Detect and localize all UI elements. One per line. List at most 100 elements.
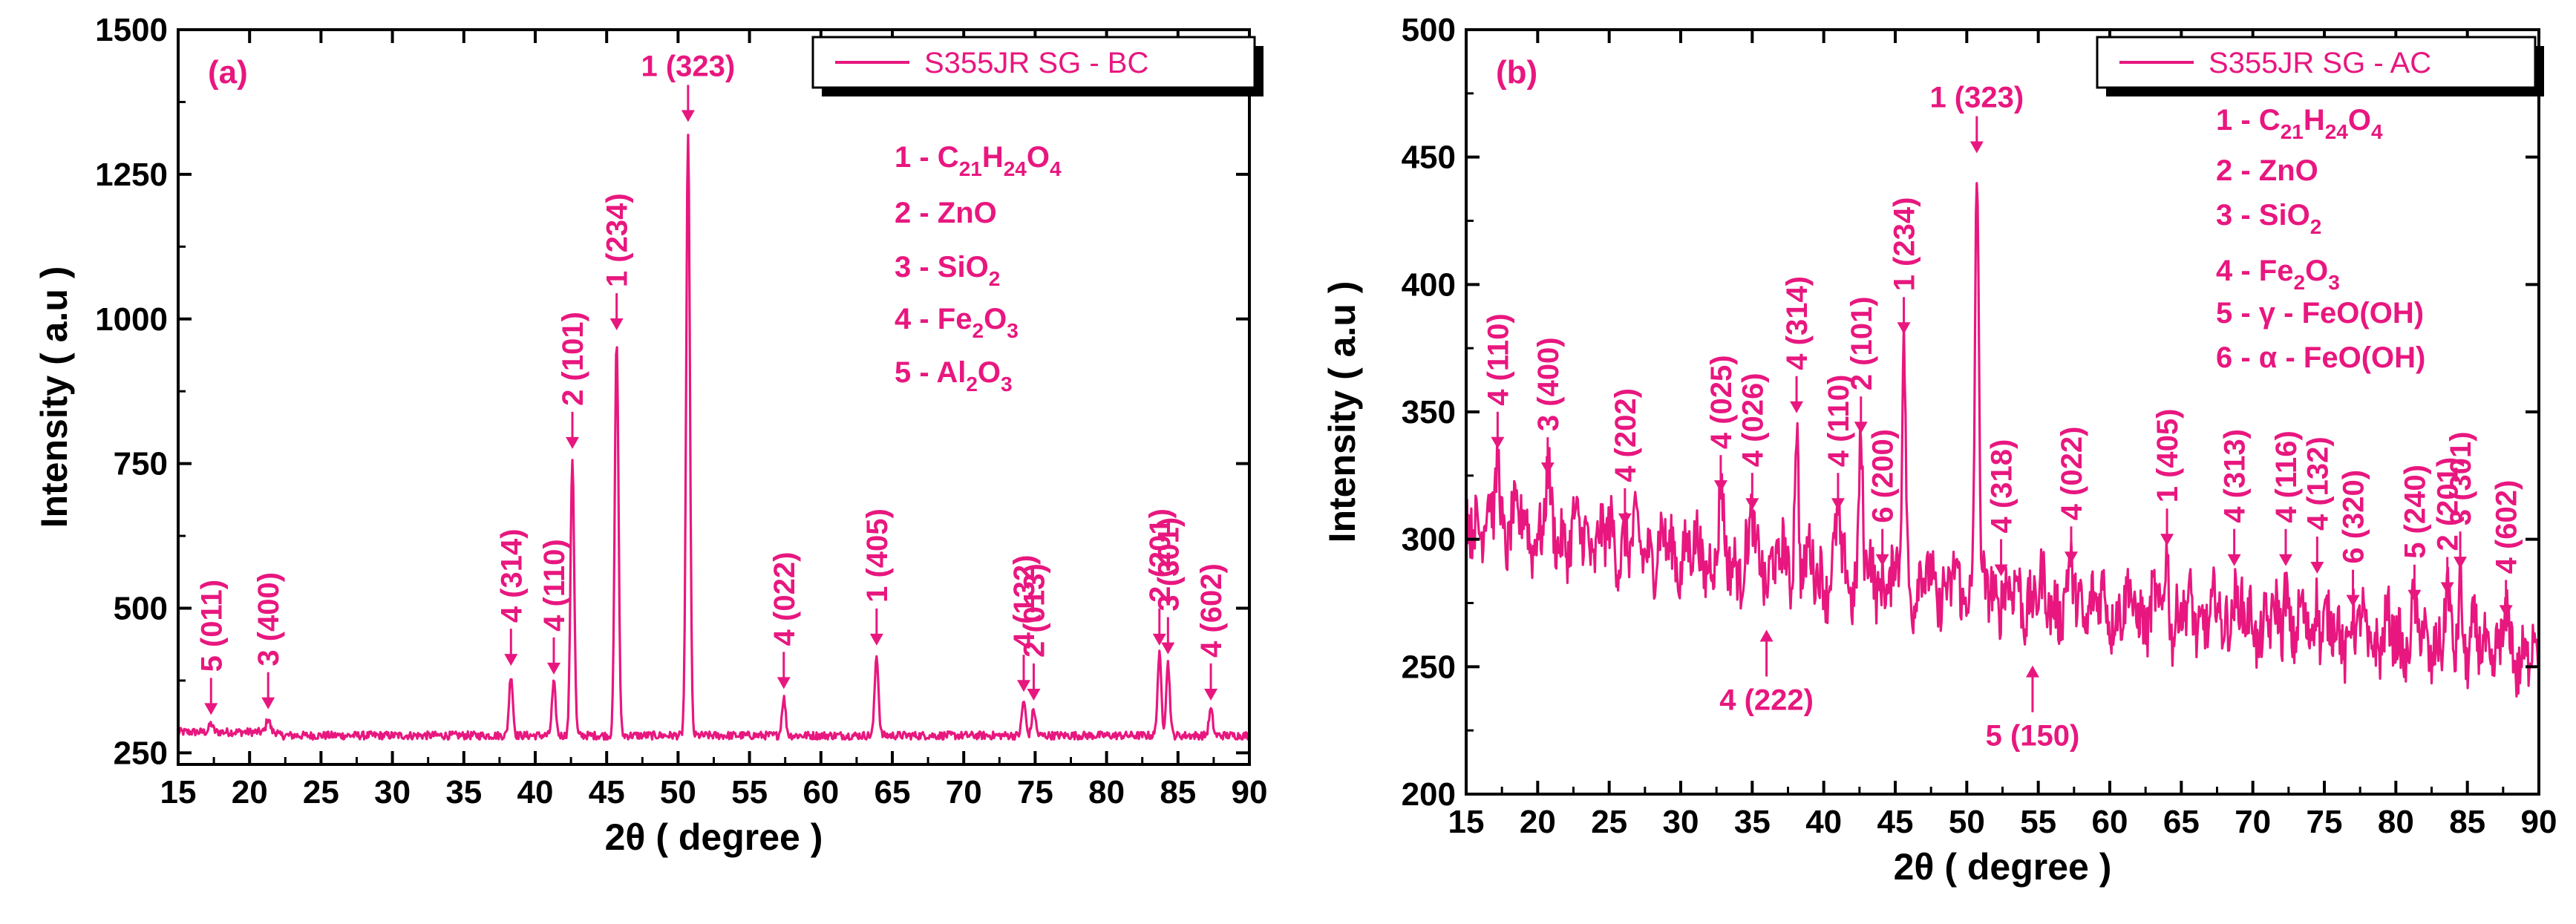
phase-formula: O bbox=[2305, 255, 2328, 287]
peak-arrow-head bbox=[1491, 436, 1505, 449]
phase-formula: O bbox=[1027, 141, 1050, 174]
panel-b: 15 20 25 30 35 40 45 50 55 60 65 70 75 80 85 90 200 250 30… bbox=[1321, 12, 2557, 888]
x-tick-label: 15 bbox=[160, 774, 197, 810]
peak-label: 4 (222) bbox=[1719, 684, 1814, 717]
peak-label: 4 (202) bbox=[1609, 388, 1642, 482]
panel-label: (a) bbox=[208, 54, 248, 91]
y-tick-label: 1250 bbox=[95, 157, 168, 193]
peak-arrow-head bbox=[2440, 582, 2454, 594]
x-tick-label: 50 bbox=[660, 774, 696, 810]
phase-formula: Al bbox=[936, 356, 966, 389]
peak-label: 4 (025) bbox=[1705, 355, 1738, 449]
x-tick-label: 75 bbox=[2307, 804, 2343, 840]
phase-number: 5 - bbox=[2216, 297, 2259, 330]
phase-formula: O bbox=[984, 303, 1007, 335]
phase-legend-entry: 5 - Al2O3 bbox=[895, 356, 1013, 396]
peak-arrow-head bbox=[1540, 462, 1555, 475]
peak-arrow-head bbox=[2310, 562, 2324, 574]
x-tick-label: 50 bbox=[1949, 804, 1985, 840]
peak-label: 4 (110) bbox=[1823, 375, 1855, 468]
peak-arrow-head bbox=[1618, 513, 1632, 525]
plot-frame bbox=[177, 28, 1251, 766]
y-tick-label: 350 bbox=[1402, 394, 1456, 430]
phase-formula: SiO bbox=[2259, 199, 2310, 232]
phase-formula: ZnO bbox=[938, 197, 997, 229]
phase-formula: α - FeO(OH) bbox=[2259, 341, 2426, 374]
peak-label: 4 (318) bbox=[1986, 439, 2018, 534]
peak-label: 2 (101) bbox=[557, 312, 589, 406]
x-tick-label: 35 bbox=[445, 774, 482, 810]
peak-arrow-head bbox=[1969, 141, 1984, 154]
legend-label: S355JR SG - AC bbox=[2209, 47, 2431, 79]
phase-legend-entry: 1 - C21H24O4 bbox=[2216, 104, 2383, 143]
peak-label: 1 (405) bbox=[2151, 409, 2184, 503]
peak-label: 4 (602) bbox=[2491, 480, 2523, 574]
phase-subscript: 4 bbox=[1050, 157, 1062, 180]
phase-number: 3 - bbox=[895, 251, 938, 284]
peak-arrow-head bbox=[2499, 605, 2513, 617]
y-tick-label: 450 bbox=[1402, 140, 1456, 176]
peak-arrow-head bbox=[1790, 401, 1804, 413]
x-tick-label: 55 bbox=[731, 774, 768, 810]
peak-arrow-head bbox=[681, 110, 695, 122]
x-tick-label: 70 bbox=[946, 774, 982, 810]
phase-formula: SiO bbox=[938, 251, 989, 284]
phase-legend-entry: 3 - SiO2 bbox=[895, 251, 1000, 290]
peak-label: 1 (405) bbox=[861, 508, 894, 603]
phase-number: 5 - bbox=[895, 356, 936, 389]
peak-arrow-head bbox=[1854, 422, 1868, 434]
x-tick-label: 65 bbox=[2163, 804, 2200, 840]
phase-formula: Fe bbox=[2259, 255, 2294, 287]
panel-label: (b) bbox=[1496, 54, 1537, 91]
peak-arrow-head bbox=[547, 662, 561, 675]
peak-label: 1 (323) bbox=[641, 50, 735, 82]
peak-arrow-head bbox=[504, 654, 518, 666]
phase-legend-entry: 4 - Fe2O3 bbox=[895, 303, 1019, 342]
x-tick-label: 30 bbox=[1663, 804, 1699, 840]
x-tick-label: 40 bbox=[1805, 804, 1842, 840]
peak-label: 5 (011) bbox=[195, 580, 228, 672]
y-tick-label: 750 bbox=[114, 446, 168, 482]
x-tick-label: 80 bbox=[2378, 804, 2414, 840]
phase-subscript: 2 bbox=[2293, 271, 2305, 294]
peak-arrow-head bbox=[1745, 498, 1759, 511]
peak-arrow-head bbox=[261, 697, 275, 710]
peak-arrow-head bbox=[777, 677, 791, 689]
x-tick-label: 75 bbox=[1017, 774, 1053, 810]
y-axis-label: Intensity ( a.u ) bbox=[1321, 281, 1363, 543]
x-tick-label: 70 bbox=[2235, 804, 2271, 840]
phase-subscript: 24 bbox=[2325, 120, 2349, 143]
peak-arrow-head bbox=[1027, 688, 1041, 701]
peak-arrow-head bbox=[1713, 480, 1727, 493]
peak-arrow-head bbox=[609, 318, 624, 331]
y-tick-label: 250 bbox=[1402, 649, 1456, 685]
phase-subscript: 24 bbox=[1004, 157, 1027, 180]
phase-legend-entry: 4 - Fe2O3 bbox=[2216, 255, 2340, 294]
peak-arrow-head bbox=[1875, 554, 1889, 566]
phase-number: 4 - bbox=[2216, 255, 2259, 287]
peak-label: 4 (026) bbox=[1736, 373, 1769, 467]
x-tick-label: 85 bbox=[1160, 774, 1196, 810]
phase-subscript: 3 bbox=[1007, 319, 1019, 342]
phase-number: 1 - bbox=[2216, 104, 2259, 137]
peak-arrow-head bbox=[1831, 498, 1845, 511]
peak-label: 3 (400) bbox=[252, 572, 285, 666]
peak-arrow-head bbox=[1161, 642, 1175, 655]
x-tick-label: 55 bbox=[2020, 804, 2056, 840]
peak-label: 4 (313) bbox=[2219, 429, 2252, 523]
phase-number: 3 - bbox=[2216, 199, 2259, 232]
peak-arrow-head bbox=[2407, 589, 2422, 602]
phase-formula: γ - FeO(OH) bbox=[2259, 297, 2424, 330]
peak-arrow-head bbox=[2227, 554, 2241, 566]
peak-label: 3 (301) bbox=[1152, 517, 1185, 612]
legend-label: S355JR SG - BC bbox=[924, 47, 1148, 79]
x-tick-label: 60 bbox=[2092, 804, 2128, 840]
x-tick-label: 20 bbox=[232, 774, 268, 810]
x-tick-label: 35 bbox=[1734, 804, 1771, 840]
peak-arrow-head bbox=[2278, 554, 2292, 566]
phase-formula: O bbox=[978, 356, 1001, 389]
phase-legend-entry: 3 - SiO2 bbox=[2216, 199, 2321, 238]
x-tick-label: 15 bbox=[1448, 804, 1485, 840]
phase-subscript: 3 bbox=[2328, 271, 2340, 294]
